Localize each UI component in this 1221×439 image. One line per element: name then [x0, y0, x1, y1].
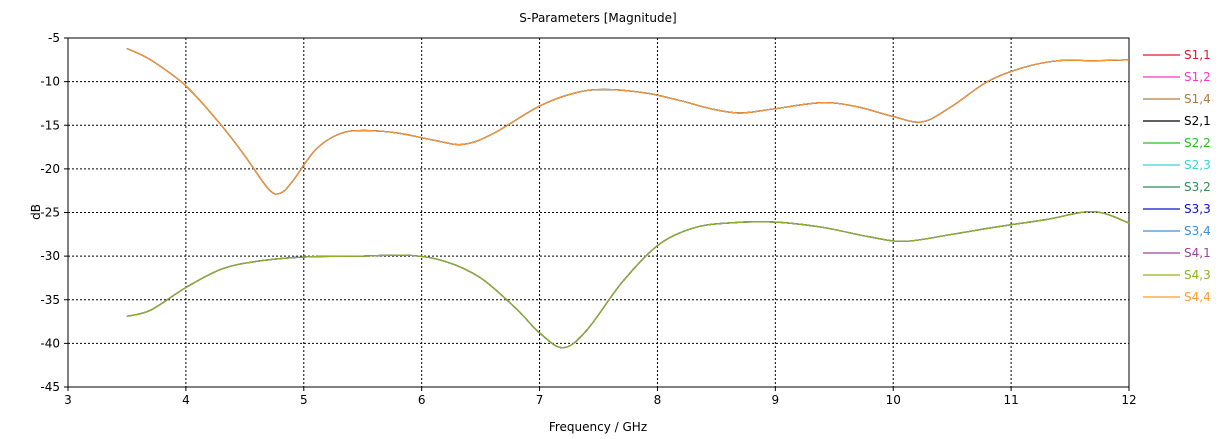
legend-label: S2,3 — [1184, 158, 1211, 172]
legend-label: S3,2 — [1184, 180, 1211, 194]
legend-label: S4,3 — [1184, 268, 1211, 282]
legend-label: S3,4 — [1184, 224, 1211, 238]
y-tick-label: -45 — [40, 380, 60, 394]
series-line-S3-4 — [126, 210, 1130, 349]
series-line-S1-4 — [126, 47, 1130, 195]
series-line-S1-1 — [126, 47, 1130, 195]
legend-label: S3,3 — [1184, 202, 1211, 216]
series-line-S2-3 — [126, 210, 1130, 349]
legend-label: S4,4 — [1184, 290, 1211, 304]
y-tick-label: -20 — [40, 162, 60, 176]
series-line-S3-2 — [126, 210, 1130, 349]
legend-label: S1,2 — [1184, 70, 1211, 84]
x-tick-label: 4 — [182, 393, 190, 407]
x-tick-label: 7 — [536, 393, 544, 407]
curves — [126, 47, 1130, 349]
y-tick-label: -30 — [40, 249, 60, 263]
series-line-S4-3 — [126, 210, 1130, 349]
x-tick-label: 10 — [886, 393, 901, 407]
y-axis-ticks: -5 -10 -15 -20 -25 -30 -35 -40 -45 — [40, 31, 68, 394]
x-axis-label: Frequency / GHz — [549, 420, 647, 434]
y-tick-label: -35 — [40, 293, 60, 307]
legend-label: S4,1 — [1184, 246, 1211, 260]
y-tick-label: -40 — [40, 336, 60, 350]
chart-title: S-Parameters [Magnitude] — [519, 11, 676, 25]
y-tick-label: -25 — [40, 206, 60, 220]
x-tick-label: 6 — [418, 393, 426, 407]
y-tick-label: -15 — [40, 118, 60, 132]
legend-label: S1,1 — [1184, 48, 1211, 62]
legend-label: S2,1 — [1184, 114, 1211, 128]
grid — [68, 38, 1129, 387]
series-line-S3-3 — [126, 47, 1130, 195]
series-line-S2-2 — [126, 47, 1130, 195]
x-tick-label: 5 — [300, 393, 308, 407]
series-line-S4-1 — [126, 210, 1130, 349]
legend-label: S2,2 — [1184, 136, 1211, 150]
x-tick-label: 12 — [1121, 393, 1136, 407]
series-line-S1-2 — [126, 210, 1130, 349]
x-tick-label: 8 — [654, 393, 662, 407]
y-tick-label: -5 — [48, 31, 60, 45]
x-tick-label: 11 — [1003, 393, 1018, 407]
legend: S1,1 S1,2 S1,4 S2,1 S2,2 S2,3 S3,2 S3,3 S3,4 S4,1… — [1143, 48, 1211, 304]
series-line-S2-1 — [126, 210, 1130, 349]
y-tick-label: -10 — [40, 75, 60, 89]
x-axis-ticks: 3 4 5 6 7 8 9 10 11 12 — [64, 387, 1137, 407]
y-axis-label: dB — [29, 204, 43, 220]
x-tick-label: 3 — [64, 393, 72, 407]
series-line-S4-4 — [126, 47, 1130, 195]
legend-label: S1,4 — [1184, 92, 1211, 106]
x-tick-label: 9 — [772, 393, 780, 407]
